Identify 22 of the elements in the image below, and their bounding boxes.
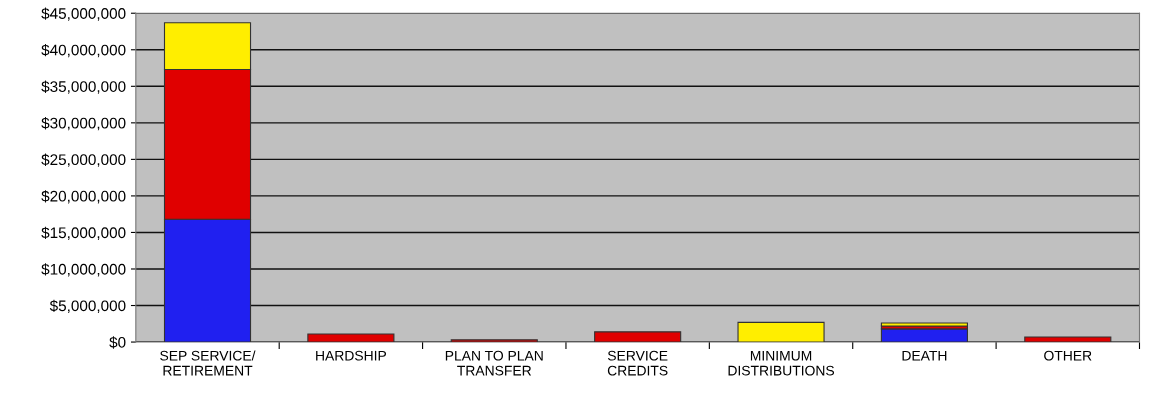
bar [307,333,395,343]
x-tick-label: SEP SERVICE/ RETIREMENT [160,350,256,376]
y-tick-label: $35,000,000 [41,80,126,94]
bar [450,339,538,343]
x-tick-label: MINIMUM DISTRIBUTIONS [728,350,835,376]
y-tick-label: $15,000,000 [41,226,126,240]
x-tick-label: SERVICE CREDITS [607,350,668,376]
y-tick-label: $20,000,000 [41,190,126,204]
y-tick-label: $0 [109,336,126,349]
bar [594,331,682,343]
y-tick-label: $25,000,000 [41,153,126,167]
y-tick-label: $5,000,000 [49,299,126,314]
y-tick-label: $30,000,000 [41,117,126,131]
y-tick-label: $40,000,000 [41,43,126,58]
bar [737,321,825,343]
bar [1024,336,1112,343]
x-tick-label: PLAN TO PLAN TRANSFER [445,350,543,376]
x-tick-label: DEATH [902,350,947,361]
x-tick-label: OTHER [1044,350,1092,361]
y-tick-label: $10,000,000 [41,263,126,277]
y-tick-label: $45,000,000 [41,7,126,21]
x-tick-label: HARDSHIP [316,350,387,361]
